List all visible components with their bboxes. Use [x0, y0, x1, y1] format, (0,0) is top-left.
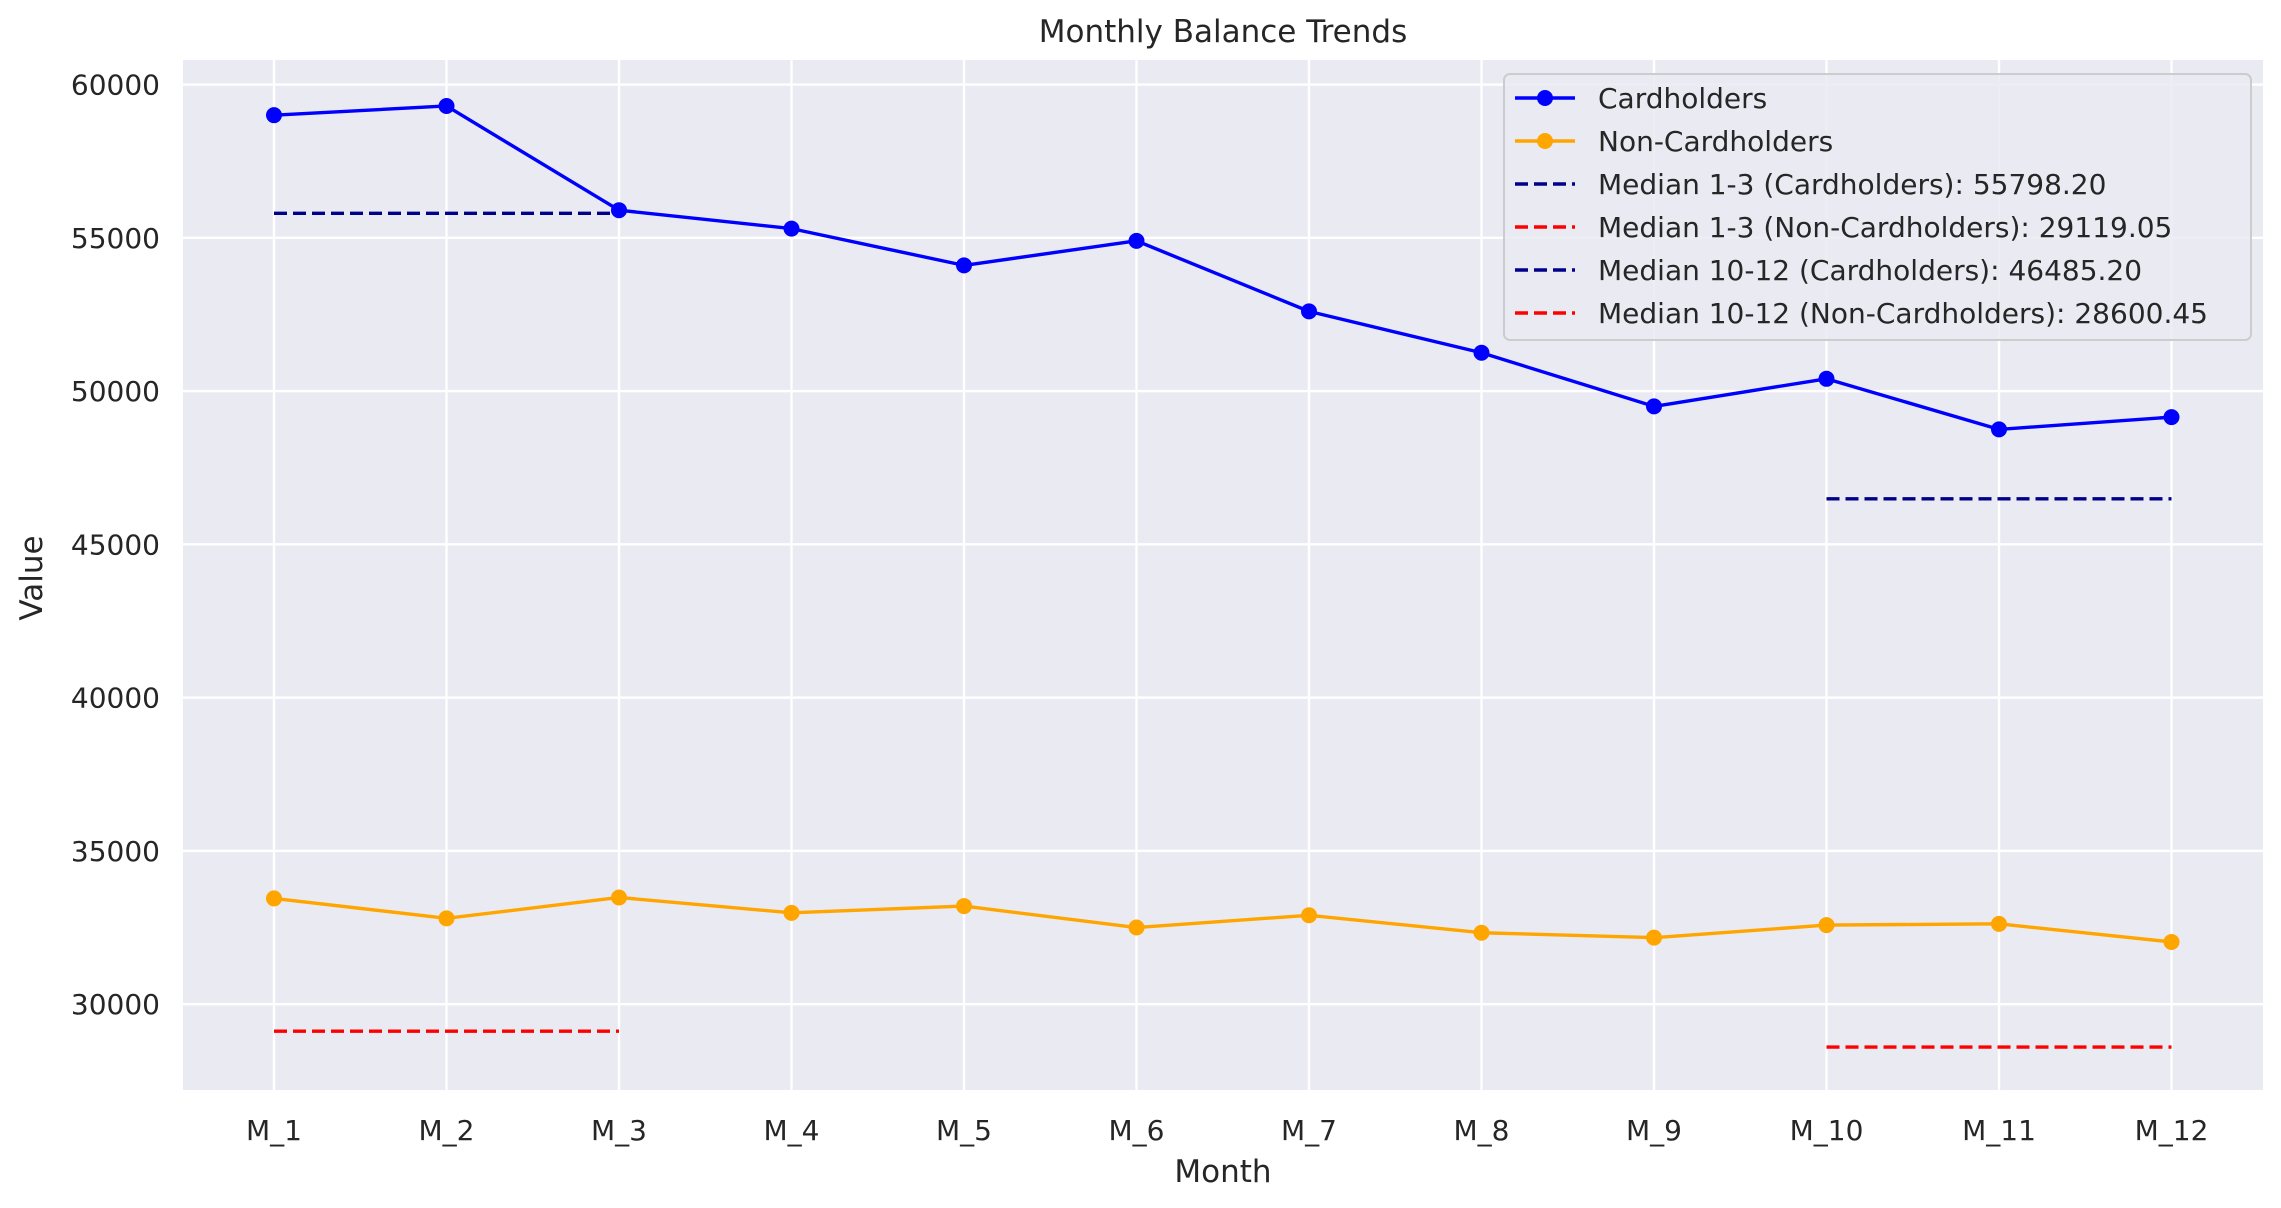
y-tick-labels: 30000 35000 40000 45000 50000 55000 60000 [71, 69, 160, 1022]
data-point [783, 904, 800, 921]
data-point [1991, 421, 2007, 438]
x-axis-title: Month [1174, 1154, 1271, 1190]
data-point [1818, 370, 1835, 387]
y-tick-label: 35000 [71, 835, 160, 868]
data-point [266, 890, 282, 907]
data-point [266, 107, 282, 124]
data-point [2163, 409, 2180, 426]
data-point [438, 97, 455, 114]
series-line-2 [273, 895, 2172, 944]
y-tick-label: 45000 [71, 528, 160, 561]
legend-entry: Cardholders [1598, 82, 1767, 115]
x-tick-label: M_9 [1626, 1114, 1682, 1147]
data-point [1301, 907, 1317, 924]
legend-entry: Median 10-12 (Cardholders): 46485.20 [1598, 254, 2142, 287]
y-tick-label: 60000 [71, 69, 160, 102]
x-tick-label: M_4 [764, 1114, 820, 1147]
median-lines [274, 211, 2172, 1049]
legend-box [1503, 73, 2252, 341]
legend-entry: Median 10-12 (Non-Cardholders): 28600.45 [1598, 297, 2208, 330]
x-tick-label: M_1 [246, 1114, 302, 1147]
data-point [1818, 917, 1835, 934]
data-point [438, 910, 455, 927]
legend-entry: Median 1-3 (Cardholders): 55798.20 [1598, 168, 2106, 201]
legend-swatch-marker [1537, 133, 1553, 149]
data-point [2163, 933, 2180, 950]
data-point [1473, 924, 1490, 941]
x-tick-label: M_8 [1454, 1114, 1510, 1147]
data-point [956, 898, 972, 915]
data-point [1991, 915, 2007, 932]
y-axis-title: Value [14, 535, 50, 620]
x-tick-label: M_11 [1962, 1114, 2036, 1147]
legend-swatch-marker [1537, 90, 1553, 106]
y-tick-label: 55000 [71, 222, 160, 255]
data-point [611, 889, 627, 906]
data-point [1301, 303, 1317, 320]
x-tick-label: M_7 [1281, 1114, 1337, 1147]
data-point [611, 202, 627, 219]
series-group [266, 97, 2180, 950]
x-tick-label: M_5 [936, 1114, 992, 1147]
data-point [1128, 232, 1145, 249]
legend: Cardholders Non-Cardholders Median 1-3 (Ca… [1503, 73, 2252, 341]
chart-title: Monthly Balance Trends [1039, 14, 1407, 50]
legend-entry: Median 1-3 (Non-Cardholders): 29119.05 [1598, 211, 2172, 244]
data-point [956, 257, 972, 274]
y-tick-label: 40000 [71, 682, 160, 715]
x-tick-label: M_2 [419, 1114, 475, 1147]
y-tick-label: 50000 [71, 375, 160, 408]
x-tick-label: M_10 [1790, 1114, 1864, 1147]
x-tick-label: M_3 [591, 1114, 647, 1147]
data-point [1128, 919, 1145, 936]
data-point [1646, 929, 1662, 946]
x-tick-label: M_6 [1109, 1114, 1165, 1147]
y-tick-label: 30000 [71, 988, 160, 1021]
legend-entry: Non-Cardholders [1598, 125, 1833, 158]
data-point [1473, 344, 1490, 361]
series-line-1 [273, 104, 2172, 432]
data-point [1646, 398, 1662, 415]
x-tick-labels: M_1 M_2 M_3 M_4 M_5 M_6 M_7 M_8 M_9 M_10 M_11 M_12 [246, 1114, 2208, 1147]
x-tick-label: M_12 [2135, 1114, 2209, 1147]
data-point [783, 220, 800, 237]
